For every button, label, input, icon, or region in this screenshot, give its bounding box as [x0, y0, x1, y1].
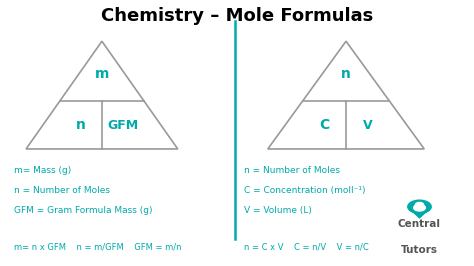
Text: n: n — [341, 67, 351, 81]
Text: m= n x GFM    n = m/GFM    GFM = m/n: m= n x GFM n = m/GFM GFM = m/n — [14, 242, 182, 251]
Circle shape — [408, 200, 431, 213]
Text: V: V — [363, 119, 373, 131]
Text: V = Volume (L): V = Volume (L) — [244, 206, 312, 215]
Polygon shape — [410, 209, 429, 218]
Text: m= Mass (g): m= Mass (g) — [14, 166, 72, 175]
Text: Central: Central — [398, 219, 441, 229]
Text: GFM: GFM — [108, 119, 138, 131]
Text: m: m — [95, 67, 109, 81]
Text: n = Number of Moles: n = Number of Moles — [244, 166, 340, 175]
Text: C: C — [319, 118, 329, 132]
Circle shape — [415, 202, 424, 207]
Text: n = C x V    C = n/V    V = n/C: n = C x V C = n/V V = n/C — [244, 242, 369, 251]
Text: C = Concentration (moll⁻¹): C = Concentration (moll⁻¹) — [244, 186, 365, 195]
Circle shape — [414, 205, 425, 211]
Text: n: n — [76, 118, 86, 132]
Text: n = Number of Moles: n = Number of Moles — [14, 186, 110, 195]
Text: Tutors: Tutors — [401, 246, 438, 255]
Text: Chemistry – Mole Formulas: Chemistry – Mole Formulas — [101, 7, 373, 25]
Text: GFM = Gram Formula Mass (g): GFM = Gram Formula Mass (g) — [14, 206, 153, 215]
